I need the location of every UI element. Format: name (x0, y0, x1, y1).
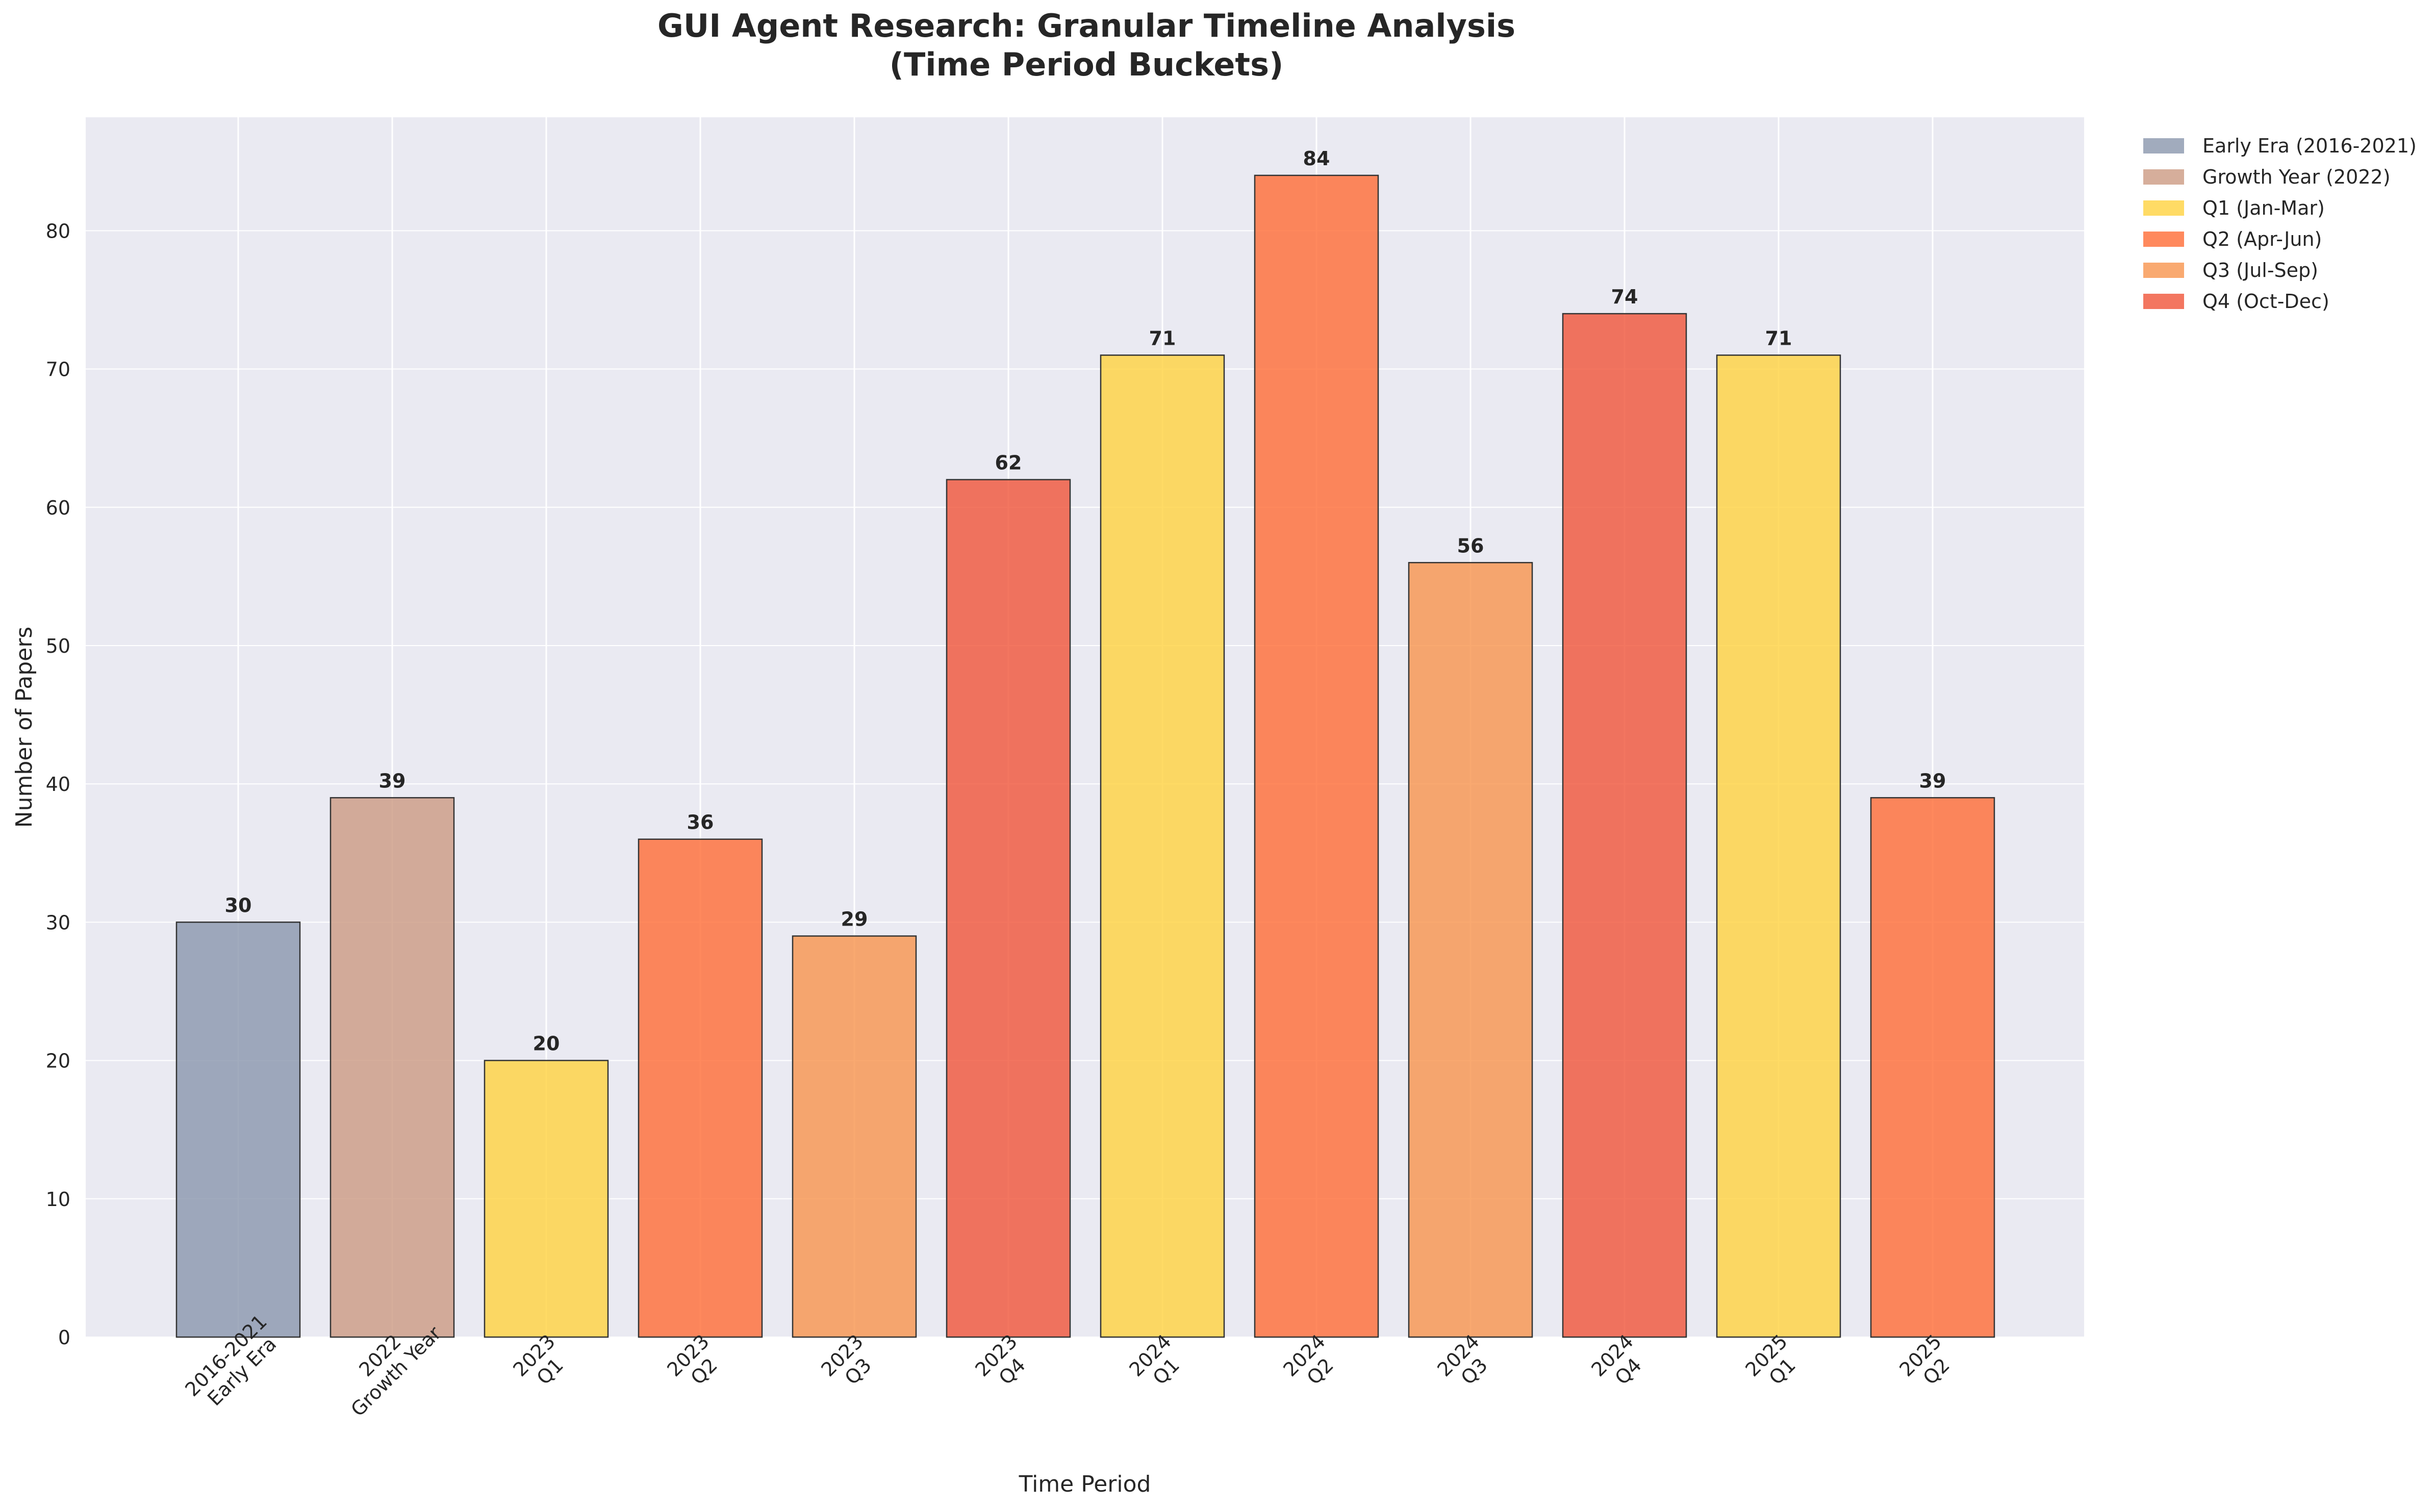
y-tick-label: 30 (46, 911, 70, 934)
legend-swatch (2143, 294, 2184, 309)
bar-value-label: 39 (379, 770, 406, 792)
legend-label: Q3 (Jul-Sep) (2202, 259, 2318, 281)
x-axis-label: Time Period (1019, 1471, 1151, 1497)
bar-value-label: 74 (1611, 286, 1638, 308)
bar-value-label: 56 (1457, 534, 1484, 557)
legend-swatch (2143, 263, 2184, 278)
y-axis-ticks: 0 10 20 30 40 50 60 70 80 (46, 220, 70, 1349)
bar (1408, 562, 1533, 1338)
bar (484, 1060, 609, 1338)
legend-label: Early Era (2016-2021) (2202, 135, 2417, 157)
bar-value-label: 71 (1765, 327, 1792, 349)
bar (175, 921, 301, 1338)
bar-value-label: 29 (841, 908, 868, 931)
y-tick-label: 10 (46, 1188, 70, 1211)
bar-value-label: 36 (687, 811, 714, 834)
y-axis-label: Number of Papers (11, 627, 37, 828)
legend-label: Q4 (Oct-Dec) (2202, 290, 2329, 313)
bar (946, 479, 1071, 1338)
y-tick-label: 50 (46, 635, 70, 657)
value-labels: 30 39 20 36 29 62 71 84 56 74 71 39 (225, 147, 1946, 1055)
chart-subtitle: (Time Period Buckets) (890, 46, 1284, 83)
legend-swatch (2143, 138, 2184, 153)
legend-swatch (2143, 200, 2184, 216)
bar (1716, 354, 1841, 1338)
bar (638, 838, 763, 1338)
y-tick-label: 0 (58, 1326, 70, 1349)
bar-value-label: 39 (1919, 770, 1946, 792)
legend-label: Q1 (Jan-Mar) (2202, 197, 2325, 219)
bar (1254, 174, 1379, 1338)
bar-value-label: 84 (1303, 147, 1330, 170)
legend-swatch (2143, 169, 2184, 185)
y-tick-label: 80 (46, 220, 70, 242)
bar-value-label: 71 (1149, 327, 1176, 349)
bar-value-label: 62 (995, 452, 1022, 474)
bar (1870, 797, 1995, 1338)
bar-value-label: 30 (225, 894, 252, 916)
y-tick-label: 20 (46, 1050, 70, 1072)
chart-title: GUI Agent Research: Granular Timeline An… (657, 7, 1515, 44)
y-tick-label: 60 (46, 497, 70, 519)
bar (1100, 354, 1225, 1338)
y-tick-label: 70 (46, 358, 70, 381)
bar (329, 797, 455, 1338)
legend-swatch (2143, 232, 2184, 247)
legend-label: Q2 (Apr-Jun) (2202, 228, 2322, 250)
bar-value-label: 20 (533, 1033, 560, 1055)
y-tick-label: 40 (46, 773, 70, 796)
bar (1562, 313, 1687, 1338)
legend-label: Growth Year (2022) (2202, 166, 2391, 188)
bar (792, 935, 917, 1338)
bars (175, 174, 1995, 1338)
legend: Early Era (2016-2021) Growth Year (2022) Q… (2143, 135, 2417, 313)
